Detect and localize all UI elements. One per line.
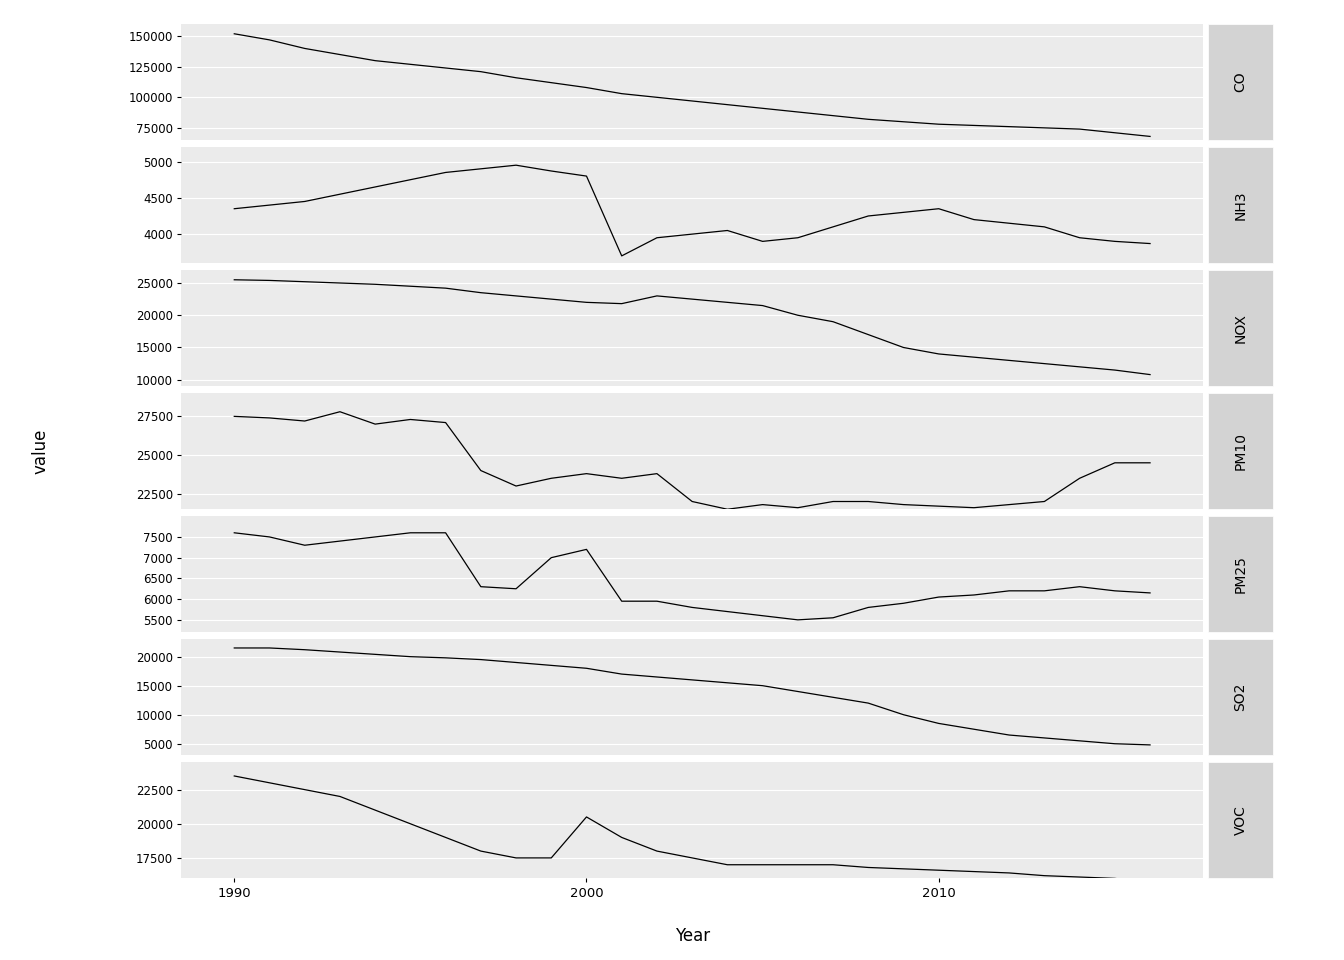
- Text: Year: Year: [675, 927, 710, 945]
- Text: VOC: VOC: [1234, 805, 1247, 835]
- Text: NH3: NH3: [1234, 190, 1247, 220]
- Text: NOX: NOX: [1234, 313, 1247, 343]
- Text: value: value: [31, 428, 50, 474]
- Text: SO2: SO2: [1234, 684, 1247, 711]
- Text: PM25: PM25: [1234, 555, 1247, 593]
- Text: PM10: PM10: [1234, 432, 1247, 470]
- Text: CO: CO: [1234, 72, 1247, 92]
